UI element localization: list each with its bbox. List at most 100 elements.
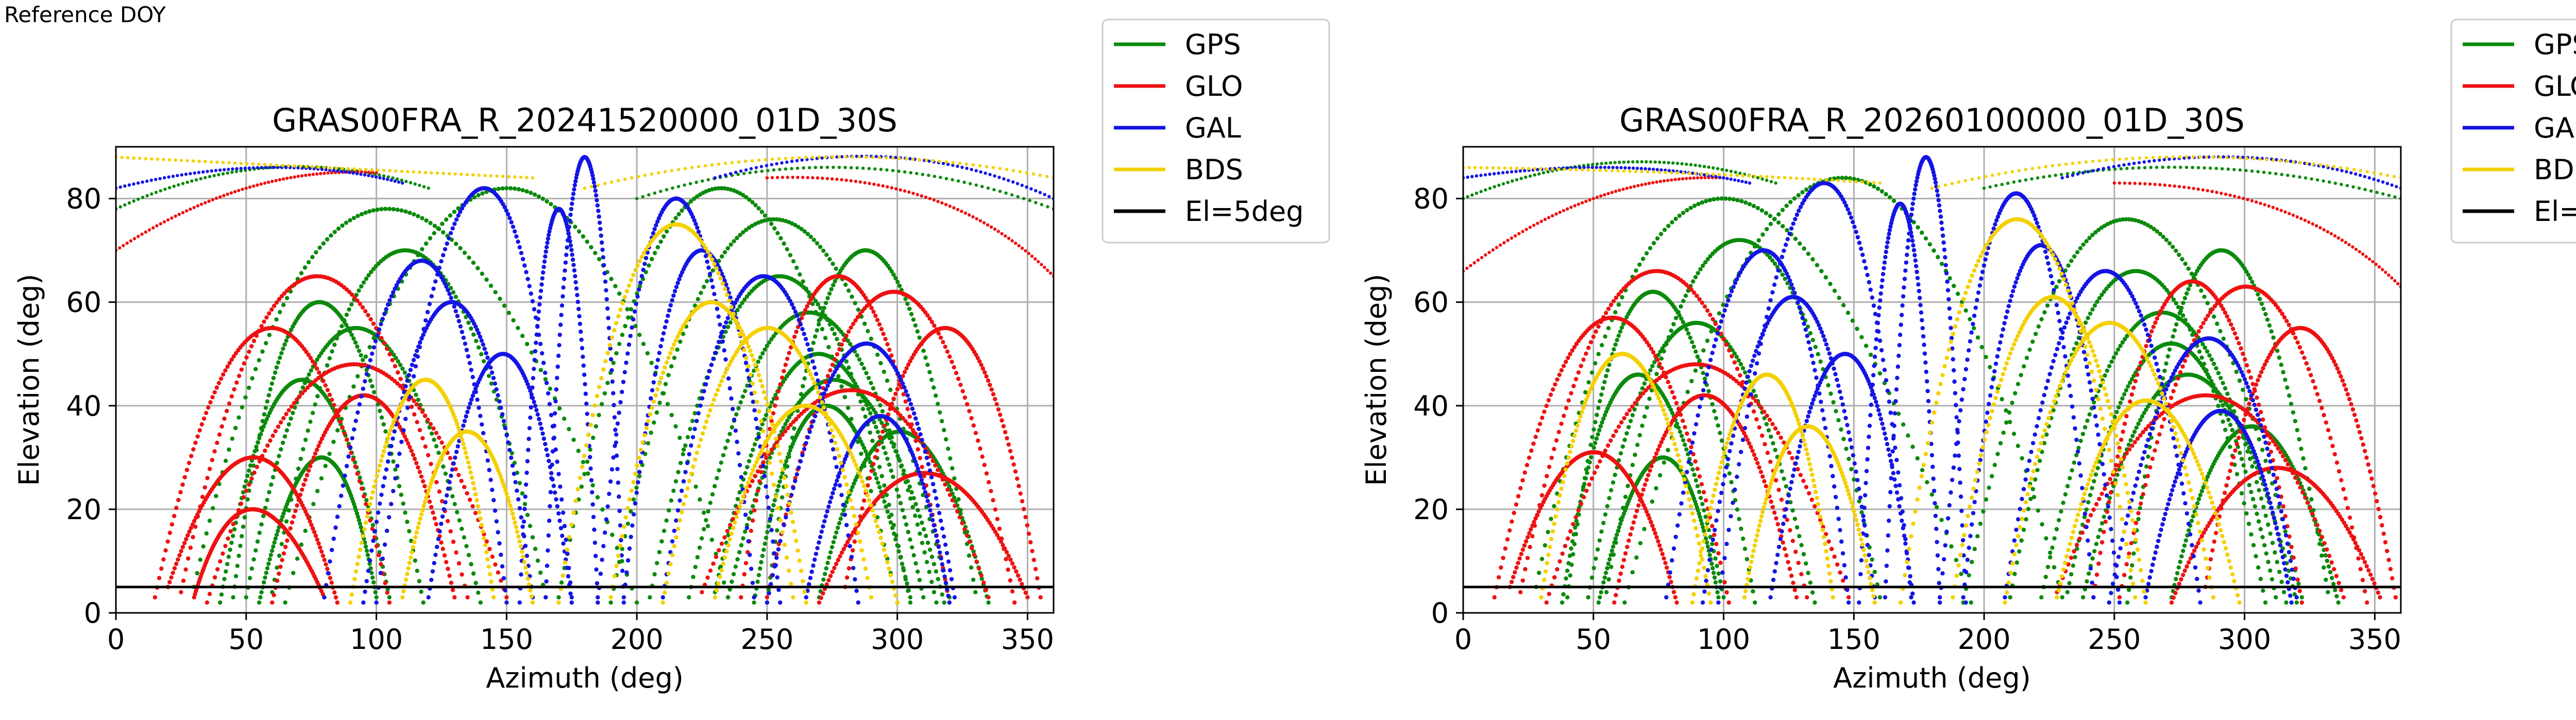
data-point xyxy=(455,510,460,515)
data-point xyxy=(242,361,246,366)
data-point xyxy=(799,392,804,397)
data-point xyxy=(675,526,681,531)
data-point xyxy=(781,176,785,179)
data-point xyxy=(670,539,675,544)
data-point xyxy=(976,438,980,443)
data-point xyxy=(974,169,978,173)
data-point xyxy=(775,176,779,179)
data-point xyxy=(1024,249,1027,253)
data-point xyxy=(723,445,728,450)
data-point xyxy=(429,461,433,467)
data-point xyxy=(268,553,273,557)
data-point xyxy=(382,177,385,180)
data-point xyxy=(895,387,900,391)
data-point xyxy=(924,455,929,460)
data-point xyxy=(251,166,255,170)
data-point xyxy=(359,284,364,289)
data-point xyxy=(1007,179,1010,182)
data-point xyxy=(864,371,869,375)
data-point xyxy=(528,388,533,393)
data-point xyxy=(812,557,817,562)
data-point xyxy=(427,499,432,504)
data-point xyxy=(706,178,710,182)
data-point xyxy=(788,253,793,258)
data-point xyxy=(456,206,461,211)
data-point xyxy=(657,550,662,555)
data-point xyxy=(732,417,737,422)
data-point xyxy=(407,395,412,400)
data-point xyxy=(592,540,598,545)
data-point xyxy=(722,324,726,330)
data-point xyxy=(204,410,209,415)
data-point xyxy=(720,330,725,334)
data-point xyxy=(977,359,982,364)
data-point xyxy=(253,367,258,371)
data-point xyxy=(440,221,445,226)
data-point xyxy=(705,524,710,528)
data-point xyxy=(951,163,955,167)
data-point xyxy=(905,393,910,398)
data-point xyxy=(791,486,795,490)
data-point xyxy=(316,541,321,546)
data-point xyxy=(547,229,552,234)
data-point xyxy=(166,218,170,222)
data-point xyxy=(836,474,841,479)
data-point xyxy=(215,440,219,445)
data-point xyxy=(261,424,266,429)
data-point xyxy=(948,488,953,492)
data-point xyxy=(722,580,726,585)
data-point xyxy=(671,293,676,298)
data-point xyxy=(169,575,174,580)
data-point xyxy=(570,252,574,257)
data-point xyxy=(226,171,229,175)
data-point xyxy=(205,476,210,481)
data-point xyxy=(519,515,523,520)
data-point xyxy=(629,509,633,514)
data-point xyxy=(962,527,967,532)
data-point xyxy=(637,333,642,337)
data-point xyxy=(744,525,750,530)
data-point xyxy=(674,518,679,523)
data-point xyxy=(284,428,289,433)
data-point xyxy=(424,218,429,223)
data-point xyxy=(431,286,436,291)
data-point xyxy=(422,484,427,489)
data-point xyxy=(545,241,550,245)
data-point xyxy=(621,380,626,384)
data-point xyxy=(234,169,239,174)
data-point xyxy=(137,197,140,201)
data-point xyxy=(689,471,694,476)
data-point xyxy=(397,484,402,489)
satellite-track xyxy=(218,378,392,605)
data-point xyxy=(590,483,595,488)
data-point xyxy=(506,440,511,445)
data-point xyxy=(310,459,314,464)
data-points xyxy=(116,155,1054,605)
data-point xyxy=(566,574,571,579)
data-point xyxy=(792,334,797,339)
data-point xyxy=(1003,430,1008,435)
data-point xyxy=(439,440,444,445)
data-point xyxy=(278,564,283,569)
data-point xyxy=(211,198,214,201)
data-point xyxy=(242,515,247,520)
data-point xyxy=(931,590,937,594)
data-point xyxy=(558,526,564,530)
data-point xyxy=(831,373,836,378)
data-point xyxy=(252,184,256,188)
data-point xyxy=(476,504,480,509)
data-point xyxy=(892,531,896,536)
data-point xyxy=(986,223,990,227)
data-point xyxy=(432,561,436,565)
data-point xyxy=(380,453,385,458)
data-point xyxy=(778,600,783,605)
data-point xyxy=(662,528,667,533)
data-point xyxy=(866,483,870,488)
data-point xyxy=(498,297,502,301)
data-point xyxy=(292,514,296,519)
data-point xyxy=(777,436,782,441)
data-point xyxy=(364,548,369,553)
data-point xyxy=(784,459,789,464)
data-point xyxy=(260,349,265,354)
data-point xyxy=(611,455,616,460)
